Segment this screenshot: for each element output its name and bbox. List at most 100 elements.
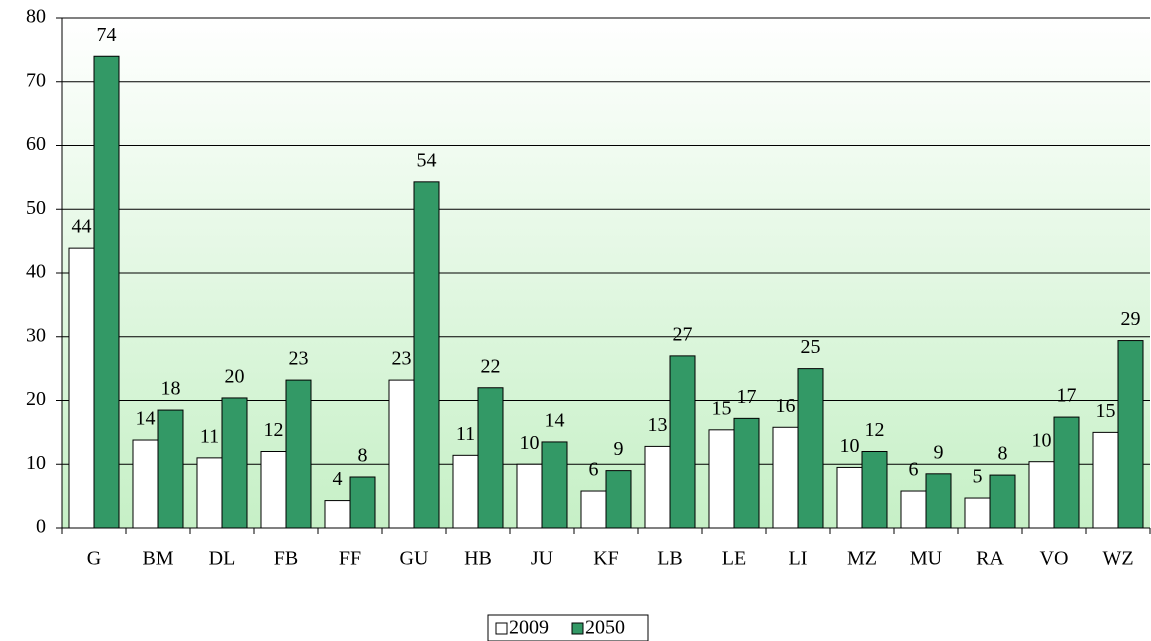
bar [708,429,735,529]
y-tick-label: 60 [26,133,46,155]
bar [925,473,952,529]
value-label: 13 [648,414,668,436]
x-tick-label: LB [657,548,683,570]
legend-label: 2050 [585,617,625,639]
x-tick-label: FB [274,548,298,570]
bar [605,470,632,529]
value-label: 10 [520,432,540,454]
x-tick-label: MU [910,548,943,570]
y-tick-label: 30 [26,324,46,346]
x-tick-label: GU [400,548,429,570]
bar [836,466,863,529]
value-label: 15 [1096,400,1116,422]
bar [452,454,479,529]
y-tick-label: 10 [26,452,46,474]
bar [388,379,415,529]
value-label: 17 [737,386,757,408]
bar [580,490,607,529]
bar [964,497,991,529]
x-tick-label: WZ [1102,548,1133,570]
bar [1028,461,1055,529]
bar [644,445,671,529]
value-label: 16 [776,395,796,417]
value-label: 27 [673,323,693,345]
y-tick-label: 70 [26,69,46,91]
bar [93,55,120,529]
value-label: 25 [801,336,821,358]
value-label: 10 [840,435,860,457]
bar [1092,431,1119,529]
bar [669,355,696,529]
bar [733,417,760,529]
value-label: 29 [1121,308,1141,330]
bar [260,451,287,529]
x-tick-label: MZ [847,548,877,570]
bar [541,441,568,529]
y-tick-label: 40 [26,261,46,283]
value-label: 12 [865,419,885,441]
value-label: 44 [72,216,92,238]
value-label: 18 [161,378,181,400]
y-tick-label: 0 [36,516,46,538]
bar [1117,340,1144,529]
bar [132,439,159,529]
x-tick-label: JU [531,548,554,570]
x-tick-label: HB [464,548,492,570]
x-tick-label: G [87,548,101,570]
bar [157,409,184,529]
x-tick-label: VO [1040,548,1069,570]
x-tick-label: LI [789,548,808,570]
bar [797,368,824,529]
bar [772,426,799,529]
bar [989,474,1016,529]
bar [900,490,927,529]
x-tick-label: RA [976,548,1004,570]
value-label: 23 [289,348,309,370]
value-label: 11 [200,425,219,447]
legend-label: 2009 [509,617,549,639]
bar [516,463,543,529]
bar [477,387,504,529]
value-label: 74 [97,24,117,46]
x-tick-label: KF [593,548,619,570]
value-label: 23 [392,348,412,370]
value-label: 17 [1057,385,1077,407]
legend-swatch [571,622,584,635]
value-label: 10 [1032,429,1052,451]
value-label: 5 [973,466,983,488]
value-label: 15 [712,397,732,419]
x-tick-label: DL [209,548,236,570]
x-tick-label: FF [339,548,361,570]
bar [413,181,440,529]
value-label: 6 [909,459,919,481]
value-label: 8 [998,443,1008,465]
value-label: 14 [545,410,565,432]
bar [861,451,888,529]
value-label: 11 [456,423,475,445]
y-tick-label: 50 [26,197,46,219]
y-tick-label: 20 [26,388,46,410]
x-tick-label: LE [722,548,746,570]
bar [1053,416,1080,529]
bar [68,247,95,529]
x-tick-label: BM [142,548,173,570]
bar [324,500,351,529]
value-label: 12 [264,419,284,441]
value-label: 22 [481,355,501,377]
legend [487,614,649,641]
legend-swatch [495,622,508,635]
value-label: 54 [417,149,437,171]
bar [349,476,376,529]
bar [285,379,312,529]
value-label: 6 [589,459,599,481]
value-label: 4 [333,468,343,490]
bar [221,397,248,529]
value-label: 9 [614,438,624,460]
bar [196,457,223,529]
value-label: 9 [934,441,944,463]
value-label: 14 [136,408,156,430]
value-label: 20 [225,366,245,388]
value-label: 8 [358,445,368,467]
y-tick-label: 80 [26,6,46,28]
